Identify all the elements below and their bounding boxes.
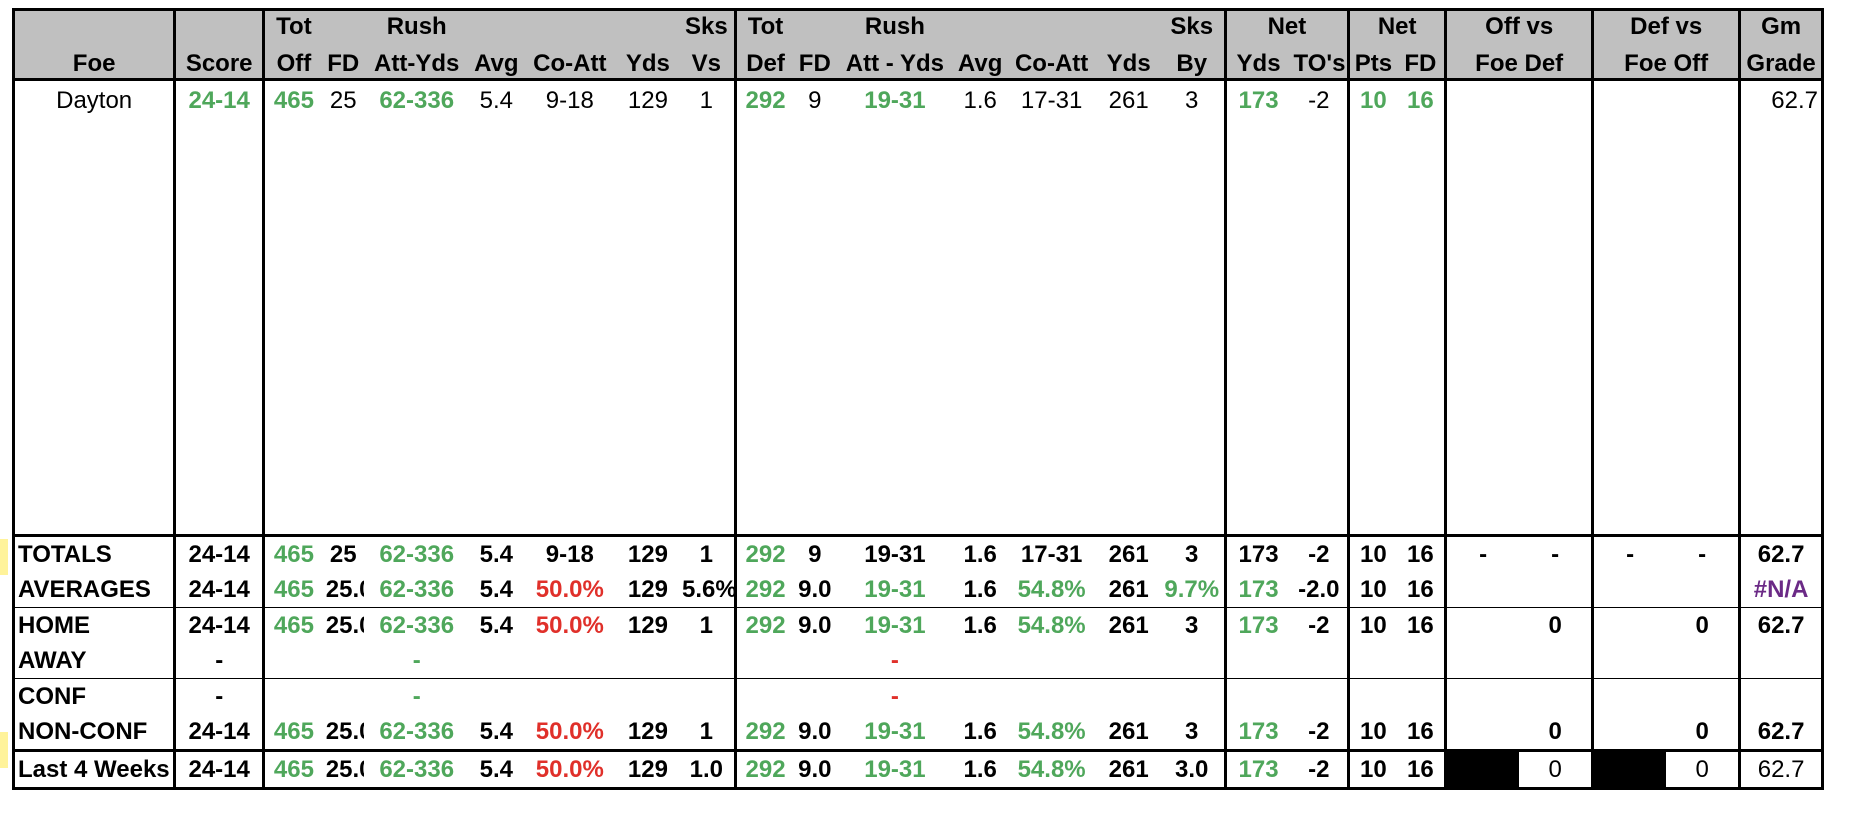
row-highlight-marker (0, 539, 8, 575)
header-row-2: Foe Score Off FD Att-Yds Avg Co-Att Yds … (13, 43, 1823, 80)
hdr-pts: Pts (1347, 43, 1397, 80)
hdr-att-yds: Att-Yds (363, 43, 470, 80)
hdr-foe: Foe (13, 43, 175, 80)
hdr-yds: Yds (616, 43, 680, 80)
hdr-def-vs: Def vs (1591, 9, 1740, 43)
hdr-rush-def: Rush (835, 9, 955, 43)
hdr-avg: Avg (469, 43, 523, 80)
black-fill-cell (1444, 749, 1520, 789)
table-row: CONF - - - (13, 678, 1823, 714)
hdr-tot-def: Tot (733, 9, 795, 43)
season-stats-table: Tot Rush Sks Tot Rush Sks Net Net Off vs… (12, 8, 1824, 790)
row-highlight-marker (0, 732, 8, 768)
header-row-1: Tot Rush Sks Tot Rush Sks Net Net Off vs… (13, 9, 1823, 43)
hdr-grade: Grade (1738, 43, 1823, 80)
table-row: Dayton 24-14 465 25 62-336 5.4 9-18 129 … (13, 78, 1823, 536)
hdr-sks-vs: Sks (679, 9, 736, 43)
table-row: AVERAGES 24-14 465 25.0 62-336 5.4 50.0%… (14, 572, 1823, 608)
hdr-def-yds: Yds (1097, 43, 1160, 80)
hdr-def: Def (733, 43, 795, 80)
hdr-def-co-att: Co-Att (1005, 43, 1098, 80)
table-row: NON-CONF 24-14 465 25.0 62-336 5.4 50.0%… (14, 714, 1823, 751)
hdr-gm: Gm (1738, 9, 1823, 43)
hdr-tot-off: Tot (262, 9, 323, 43)
hdr-rush: Rush (363, 9, 470, 43)
black-fill-cell (1591, 749, 1667, 789)
table-row: HOME 24-14 465 25.0 62-336 5.4 50.0% 129… (13, 607, 1823, 643)
hdr-net-2: Net (1347, 9, 1446, 43)
hdr-def-avg: Avg (954, 43, 1006, 80)
hdr-fd: FD (322, 43, 364, 80)
hdr-co-att: Co-Att (522, 43, 617, 80)
hdr-net: Net (1223, 9, 1349, 43)
hdr-foe-def: Foe Def (1444, 43, 1593, 80)
table-row: TOTALS 24-14 465 25 62-336 5.4 9-18 129 … (13, 534, 1823, 572)
hdr-net-fd: FD (1396, 43, 1446, 80)
hdr-vs: Vs (679, 43, 736, 80)
hdr-sks-by: Sks (1159, 9, 1226, 43)
hdr-foe-off: Foe Off (1591, 43, 1740, 80)
table-row: Last 4 Weeks 24-14 465 25.0 62-336 5.4 5… (13, 749, 1823, 789)
table-row: AWAY - - - (14, 643, 1823, 679)
hdr-off: Off (262, 43, 323, 80)
hdr-off-vs: Off vs (1444, 9, 1593, 43)
hdr-def-att-yds: Att - Yds (835, 43, 955, 80)
foe-cell: Dayton (13, 78, 175, 536)
hdr-by: By (1159, 43, 1226, 80)
hdr-score: Score (173, 43, 264, 80)
hdr-net-yds: Yds (1223, 43, 1291, 80)
hdr-tos: TO's (1290, 43, 1349, 80)
hdr-def-fd: FD (794, 43, 836, 80)
